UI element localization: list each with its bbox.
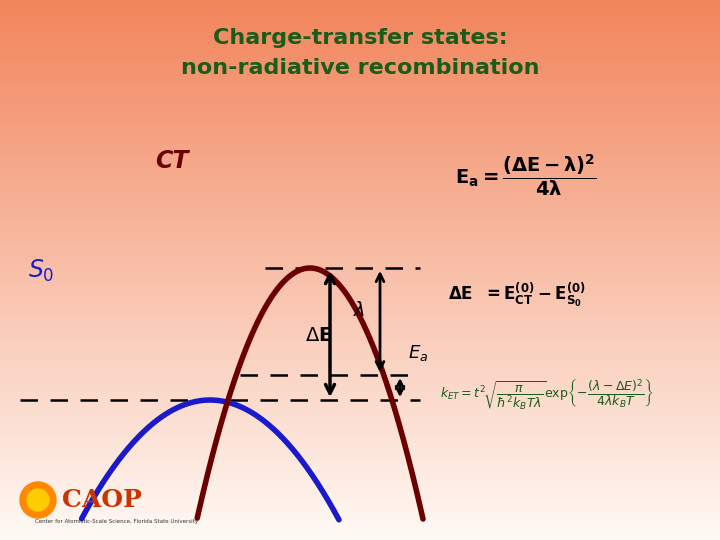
- Text: non-radiative recombination: non-radiative recombination: [181, 58, 539, 78]
- Text: Center for Atomistic-Scale Science, Florida State University: Center for Atomistic-Scale Science, Flor…: [35, 519, 198, 524]
- Text: Charge-transfer states:: Charge-transfer states:: [212, 28, 508, 48]
- Circle shape: [20, 482, 56, 518]
- Text: $k_{ET} = t^2\!\sqrt{\dfrac{\pi}{\hbar^2 k_B T\lambda}}\exp\!\left\{-\dfrac{(\la: $k_{ET} = t^2\!\sqrt{\dfrac{\pi}{\hbar^2…: [440, 377, 654, 413]
- Text: $\lambda$: $\lambda$: [353, 301, 365, 320]
- Text: CAOP: CAOP: [62, 488, 142, 512]
- Text: $\Delta$E: $\Delta$E: [305, 326, 332, 345]
- Text: $\mathbf{\Delta E\ \ = E^{(0)}_{CT} - E^{(0)}_{S_0}}$: $\mathbf{\Delta E\ \ = E^{(0)}_{CT} - E^…: [448, 281, 586, 309]
- Text: $E_a$: $E_a$: [408, 343, 428, 363]
- Circle shape: [27, 489, 49, 511]
- Text: CT: CT: [155, 149, 189, 173]
- Text: $\mathbf{E_a = \dfrac{(\Delta E - \lambda)^2}{4\lambda}}$: $\mathbf{E_a = \dfrac{(\Delta E - \lambd…: [455, 152, 597, 198]
- Text: $S_0$: $S_0$: [28, 258, 55, 284]
